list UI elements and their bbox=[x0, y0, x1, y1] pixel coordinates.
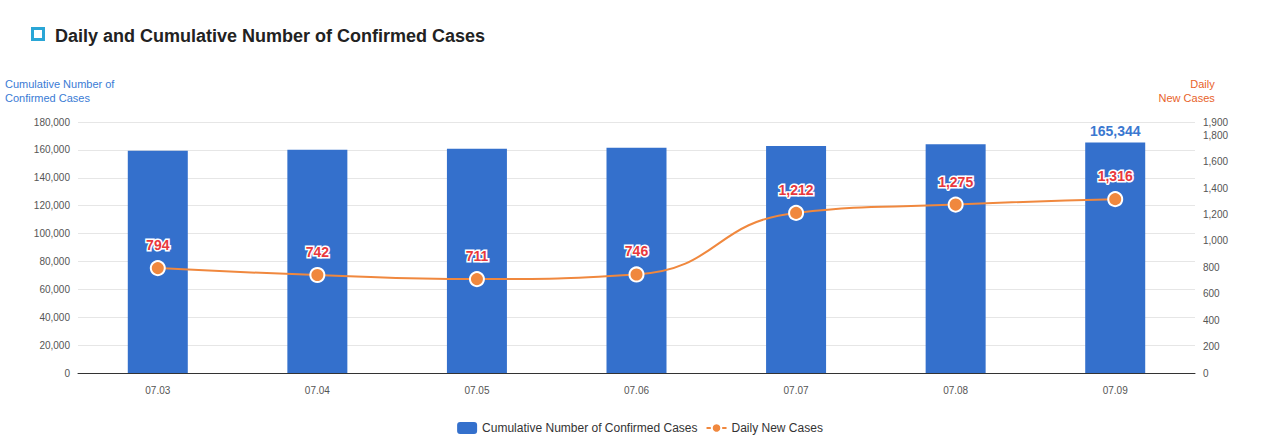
svg-text:800: 800 bbox=[1203, 262, 1220, 273]
svg-text:1,316: 1,316 bbox=[1098, 168, 1133, 184]
svg-text:711: 711 bbox=[466, 248, 489, 264]
svg-text:07.06: 07.06 bbox=[624, 385, 649, 396]
svg-text:1,600: 1,600 bbox=[1203, 156, 1228, 167]
svg-text:07.08: 07.08 bbox=[943, 385, 968, 396]
svg-text:40,000: 40,000 bbox=[39, 312, 70, 323]
svg-text:Cumulative Number of: Cumulative Number of bbox=[5, 78, 115, 90]
svg-text:140,000: 140,000 bbox=[34, 172, 71, 183]
svg-text:0: 0 bbox=[64, 368, 70, 379]
svg-text:Daily: Daily bbox=[1190, 78, 1215, 90]
svg-text:746: 746 bbox=[625, 243, 649, 259]
svg-text:20,000: 20,000 bbox=[39, 340, 70, 351]
svg-text:165,344: 165,344 bbox=[1090, 123, 1141, 139]
svg-text:07.09: 07.09 bbox=[1103, 385, 1128, 396]
svg-text:Daily and Cumulative Number of: Daily and Cumulative Number of Confirmed… bbox=[55, 26, 485, 46]
svg-text:07.05: 07.05 bbox=[464, 385, 489, 396]
svg-text:1,800: 1,800 bbox=[1203, 130, 1228, 141]
svg-text:794: 794 bbox=[146, 237, 170, 253]
svg-text:1,200: 1,200 bbox=[1203, 209, 1228, 220]
svg-text:07.07: 07.07 bbox=[784, 385, 809, 396]
svg-text:400: 400 bbox=[1203, 315, 1220, 326]
svg-text:100,000: 100,000 bbox=[34, 228, 71, 239]
svg-text:Daily New Cases: Daily New Cases bbox=[732, 421, 823, 435]
svg-text:80,000: 80,000 bbox=[39, 256, 70, 267]
svg-text:07.03: 07.03 bbox=[145, 385, 170, 396]
svg-text:New Cases: New Cases bbox=[1159, 92, 1216, 104]
svg-text:0: 0 bbox=[1203, 368, 1209, 379]
svg-text:Cumulative Number of Confirmed: Cumulative Number of Confirmed Cases bbox=[482, 421, 697, 435]
svg-text:1,900: 1,900 bbox=[1203, 117, 1228, 128]
svg-text:742: 742 bbox=[306, 244, 330, 260]
svg-text:600: 600 bbox=[1203, 288, 1220, 299]
svg-text:1,400: 1,400 bbox=[1203, 183, 1228, 194]
svg-text:180,000: 180,000 bbox=[34, 117, 71, 128]
svg-text:120,000: 120,000 bbox=[34, 200, 71, 211]
svg-text:1,000: 1,000 bbox=[1203, 235, 1228, 246]
svg-text:Confirmed Cases: Confirmed Cases bbox=[5, 92, 90, 104]
svg-text:1,212: 1,212 bbox=[779, 182, 814, 198]
svg-text:60,000: 60,000 bbox=[39, 284, 70, 295]
svg-text:1,275: 1,275 bbox=[938, 174, 973, 190]
svg-text:160,000: 160,000 bbox=[34, 144, 71, 155]
svg-text:200: 200 bbox=[1203, 341, 1220, 352]
svg-text:07.04: 07.04 bbox=[305, 385, 330, 396]
